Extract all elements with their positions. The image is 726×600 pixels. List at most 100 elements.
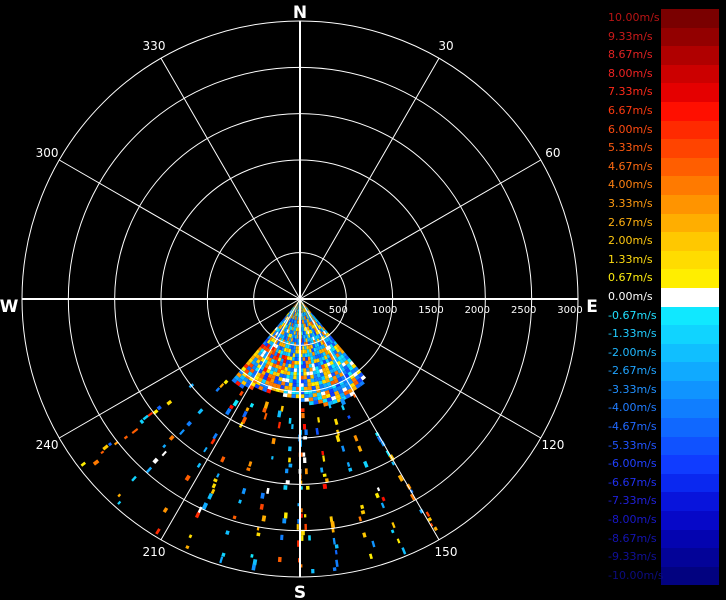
colorbar-label: 6.00m/s [608,122,653,136]
velocity-gate [238,499,242,504]
velocity-gate [311,316,315,321]
velocity-gate [286,333,290,337]
velocity-gate [329,392,336,398]
velocity-gate [272,355,277,360]
velocity-gate [309,321,313,326]
velocity-gate [332,387,338,393]
velocity-gate [329,339,334,344]
velocity-gate [289,329,292,334]
velocity-gate [296,305,299,309]
colorbar-label: -2.00m/s [608,345,657,359]
velocity-gate [283,327,287,332]
colorbar-swatch [661,473,719,493]
polar-scan-plot: N E S W 30 60 120 150 210 240 300 330 500 1000 1500 200… [0,3,598,600]
velocity-gate [314,343,318,348]
velocity-gate [314,362,318,367]
velocity-gate [272,371,277,376]
velocity-gate [319,328,323,333]
velocity-gate [279,346,283,351]
velocity-gate [300,301,303,306]
velocity-gate [323,343,328,348]
velocity-gate [288,309,292,313]
velocity-gate [294,338,297,343]
velocity-gate [359,380,365,387]
velocity-gate [305,311,309,315]
velocity-gate [330,372,336,377]
velocity-gate [358,516,363,522]
velocity-gate [296,335,299,339]
velocity-gate [313,359,317,364]
velocity-gate [303,308,306,313]
velocity-gate [326,381,332,387]
velocity-gate [307,330,310,335]
colorbar-swatch [661,566,719,586]
velocity-gate [293,364,298,369]
velocity-gate [308,360,312,365]
velocity-gate [286,344,290,349]
velocity-gate [295,316,297,320]
velocity-gate [235,380,241,387]
velocity-gate [294,312,297,316]
velocity-gate [332,354,338,360]
velocity-gate [360,509,366,515]
velocity-gate [92,459,100,466]
velocity-gate [310,374,314,379]
velocity-gate [310,378,315,383]
velocity-gate [309,401,314,406]
velocity-gate [215,387,221,393]
velocity-gate [274,375,280,381]
velocity-gate [312,366,316,372]
velocity-gate [307,326,310,331]
velocity-gate [271,374,276,380]
velocity-gate [273,347,277,352]
velocity-gate [297,320,300,324]
velocity-gate [306,371,310,376]
velocity-gate [262,354,268,360]
colorbar-label: 4.00m/s [608,178,653,192]
velocity-gate [295,346,298,350]
velocity-gate [291,319,294,323]
velocity-gate [280,384,285,390]
velocity-gate [268,381,274,387]
range-label: 2500 [511,305,536,316]
velocity-gate [277,349,282,354]
velocity-gate [282,351,286,356]
velocity-gate [293,308,296,312]
velocity-gate [391,521,396,529]
velocity-gate [349,360,355,366]
velocity-gate [304,468,308,475]
velocity-gate [295,304,298,309]
velocity-gate [290,364,295,369]
velocity-gate [296,312,299,317]
velocity-gate [203,446,208,453]
velocity-gate [318,333,322,338]
velocity-gate [285,480,290,485]
velocity-gate [311,363,315,368]
velocity-gate [326,354,331,359]
velocity-gate [346,357,352,363]
velocity-gate [292,307,295,311]
velocity-gate [322,483,328,490]
colorbar-label: 3.33m/s [608,196,653,210]
colorbar-swatch [661,455,719,474]
range-label: 3000 [557,305,582,316]
velocity-gate [329,368,335,374]
velocity-gate [286,329,289,333]
velocity-gate [301,316,303,321]
velocity-gate [306,367,310,372]
velocity-gate [315,327,319,332]
velocity-gate [314,323,318,328]
colorbar-row: 10.00m/s [605,9,719,28]
velocity-gate [321,379,327,384]
velocity-gate [263,359,268,364]
velocity-gate [303,514,307,518]
velocity-gate [295,394,300,399]
velocity-gate [354,374,361,381]
velocity-gate [300,486,303,490]
velocity-gate [325,378,331,383]
velocity-gate [325,333,329,338]
velocity-gate [368,553,373,560]
velocity-gate [294,357,298,361]
velocity-gate [223,379,229,385]
velocity-gate [280,326,284,331]
